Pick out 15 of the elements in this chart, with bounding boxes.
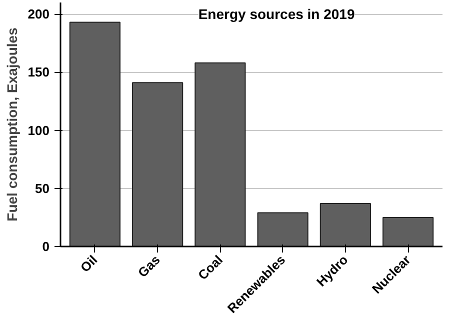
bar [382,216,434,246]
x-tick-label: Gas [134,252,163,280]
y-tick-label: 50 [35,180,50,196]
bar [257,212,308,246]
chart-title: Energy sources in 2019 [198,6,355,22]
y-tick-label: 200 [28,6,50,22]
bar [194,62,246,246]
y-axis-title: Fuel consumption, Exajoules [4,27,20,222]
y-tick-label: 100 [28,122,50,138]
bar [320,203,371,246]
y-tick-label: 0 [42,239,50,254]
bar [69,22,120,246]
y-tick-label: 150 [28,64,50,80]
bar [132,82,184,246]
x-tick-label: Oil [77,252,100,276]
